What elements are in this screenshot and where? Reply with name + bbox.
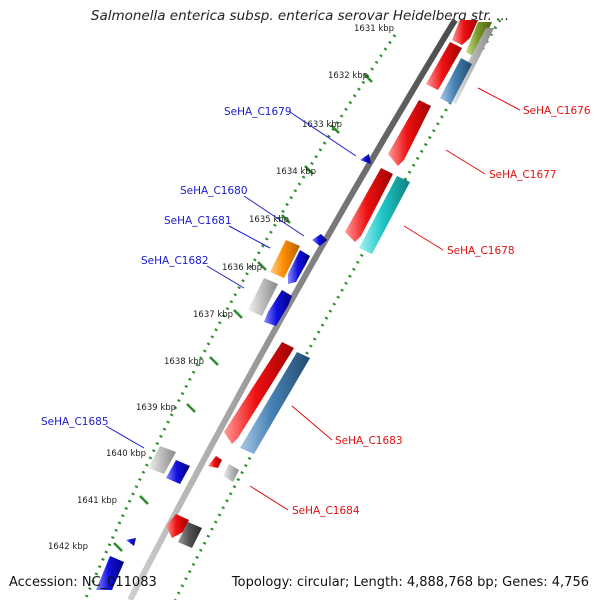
gene-feature	[248, 278, 278, 316]
tick-label: 1631 kbp	[354, 24, 394, 34]
gene-label: SeHA_C1685	[41, 416, 109, 428]
tick-label: 1640 kbp	[106, 449, 146, 459]
tick-label: 1632 kbp	[328, 71, 368, 81]
accession-text: Accession: NC_011083	[9, 575, 157, 590]
ruler-tick	[186, 403, 196, 413]
tick-label: 1639 kbp	[136, 403, 176, 413]
gene-feature	[240, 352, 310, 454]
gene-feature	[360, 154, 371, 164]
gene-feature	[312, 234, 327, 246]
outer-genes	[166, 20, 494, 548]
topology-text: Topology: circular; Length: 4,888,768 bp…	[231, 575, 589, 590]
tick-label: 1641 kbp	[77, 496, 117, 506]
gene-feature	[288, 250, 310, 284]
gene-feature	[440, 58, 472, 104]
gene-feature	[426, 42, 462, 90]
leader-line	[206, 265, 245, 289]
leader-line	[477, 87, 521, 111]
gene-label: SeHA_C1676	[523, 105, 591, 117]
gene-feature	[359, 176, 410, 254]
leader-line	[445, 149, 486, 175]
gene-feature	[96, 556, 124, 590]
genome-backbone	[127, 18, 458, 600]
gene-feature	[452, 20, 478, 45]
gene-label: SeHA_C1678	[447, 245, 515, 257]
gene-label: SeHA_C1683	[335, 435, 403, 447]
ruler-tick	[233, 309, 243, 319]
tick-label: 1638 kbp	[164, 357, 204, 367]
leader-line	[249, 485, 289, 511]
tick-label: 1633 kbp	[302, 120, 342, 130]
gene-feature	[208, 456, 222, 468]
gene-label: SeHA_C1681	[164, 215, 232, 227]
leader-line	[243, 195, 305, 237]
ruler-tick	[281, 214, 291, 224]
gene-feature	[178, 522, 202, 548]
ruler-tick	[363, 73, 373, 83]
gene-feature	[224, 342, 294, 444]
tick-label: 1636 kbp	[222, 263, 262, 273]
leader-line	[403, 225, 444, 251]
ruler-tick	[139, 495, 149, 505]
leader-line	[289, 111, 357, 157]
ruler-tick	[113, 542, 123, 552]
gene-feature	[126, 538, 136, 546]
gene-feature	[345, 168, 393, 242]
leader-line	[291, 405, 333, 441]
ruler-tick	[304, 165, 314, 175]
gene-label: SeHA_C1682	[141, 255, 209, 267]
tick-label: 1637 kbp	[193, 310, 233, 320]
ruler-tick	[257, 261, 267, 271]
ruler-ticks: 1631 kbp 1632 kbp 1633 kbp 1634 kbp 1635…	[48, 24, 394, 552]
ruler-tick	[330, 124, 340, 134]
outer-ruler-ring	[173, 19, 502, 600]
tick-label: 1634 kbp	[276, 167, 316, 177]
gene-feature	[166, 460, 190, 484]
gene-label: SeHA_C1680	[180, 185, 248, 197]
leader-line	[228, 225, 271, 249]
gene-feature	[270, 240, 300, 278]
gene-feature	[223, 464, 239, 482]
gene-feature	[388, 100, 431, 166]
gene-feature	[148, 446, 176, 474]
tick-label: 1635 kbp	[249, 215, 289, 225]
ruler-tick	[209, 356, 219, 366]
map-title: Salmonella enterica subsp. enterica sero…	[90, 8, 510, 24]
leader-lines	[105, 87, 521, 511]
gene-label: SeHA_C1677	[489, 169, 557, 181]
gene-feature	[264, 290, 292, 326]
inner-ruler-ring	[83, 34, 397, 600]
gene-feature	[166, 514, 189, 538]
gene-label: SeHA_C1679	[224, 106, 292, 118]
tick-label: 1642 kbp	[48, 542, 88, 552]
leader-line	[105, 425, 145, 449]
gene-label: SeHA_C1684	[292, 505, 360, 517]
inner-genes	[96, 154, 371, 590]
